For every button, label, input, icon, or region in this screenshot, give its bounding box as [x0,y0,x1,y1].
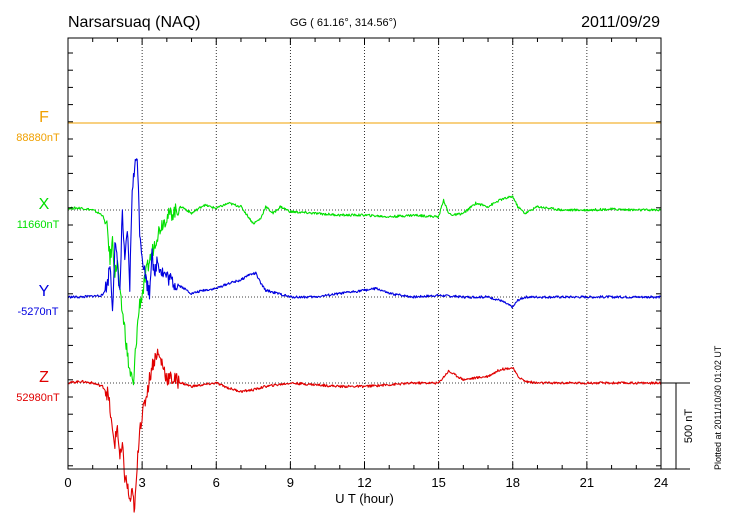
scale-bar-label: 500 nT [683,409,695,444]
axis-ticks: 0 3 6 9 12 15 18 21 24 [64,38,668,490]
baseline-value-y: -5270nT [18,306,59,318]
trace-z [67,348,662,513]
grid-lines [141,38,588,469]
trace-y [67,158,662,312]
station-coordinates: GG ( 61.16°, 314.56°) [290,17,397,29]
x-tick-label: 24 [654,475,668,490]
series-name-x: X [39,196,50,213]
series-name-y: Y [39,283,50,300]
x-tick-label: 15 [431,475,445,490]
chart-date: 2011/09/29 [581,14,660,31]
x-tick-label: 21 [580,475,594,490]
x-tick-label: 18 [506,475,520,490]
x-tick-label: 12 [357,475,371,490]
trace-x [67,195,661,386]
baseline-value-z: 52980nT [16,392,60,404]
x-tick-label: 6 [213,475,220,490]
scale-bar: 500 nT [661,382,695,470]
series-name-z: Z [39,369,49,386]
data-traces [67,122,662,513]
x-axis-label: U T (hour) [335,491,394,506]
x-tick-label: 9 [287,475,294,490]
baseline-value-x: 11660nT [17,219,60,231]
baseline-value-f: 88880nT [16,132,60,144]
series-name-f: F [39,109,49,126]
x-tick-label: 0 [64,475,71,490]
plotted-timestamp: Plotted at 2011/10/30 01:02 UT [713,345,723,470]
x-tick-label: 3 [139,475,146,490]
chart-title: Narsarsuaq (NAQ) [68,14,201,31]
series-labels: F 88880nT X 11660nT Y -5270nT Z 52980nT [16,109,60,404]
